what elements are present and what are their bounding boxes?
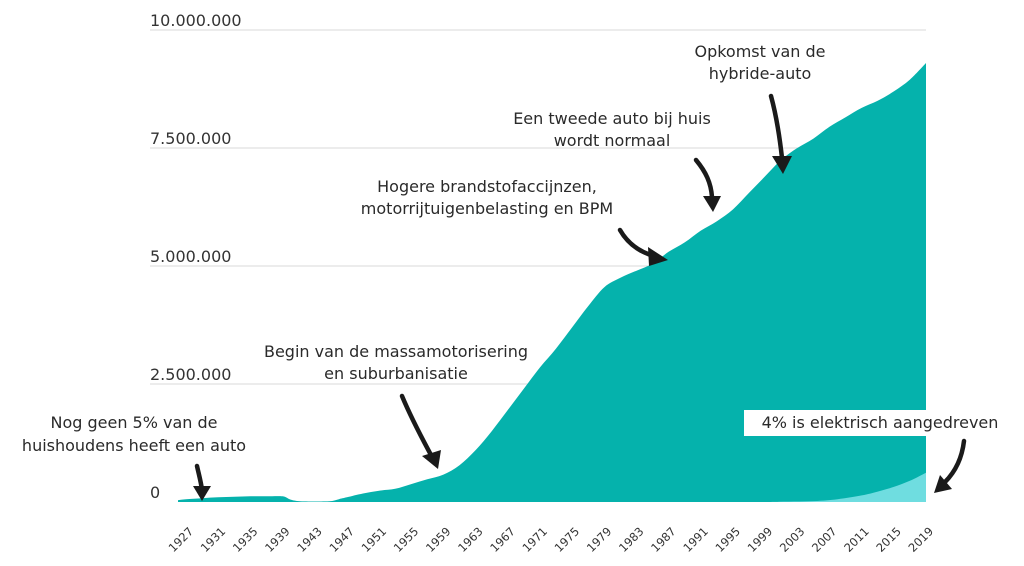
annotation-electric-background [744, 410, 1017, 436]
annotation-mass-line-2: en suburbanisatie [324, 364, 468, 383]
annotation-second-car-line-1: Een tweede auto bij huis [513, 109, 711, 128]
annotation-hybrid-line-1: Opkomst van de [694, 42, 825, 61]
x-tick-label-1967: 1967 [487, 524, 518, 555]
annotation-second-car: Een tweede auto bij huis wordt normaal [513, 109, 721, 212]
svg-text:hybride-auto: hybride-auto [709, 64, 812, 83]
x-tick-label-1991: 1991 [680, 524, 711, 555]
annotation-electric-line-1: 4% is elektrisch aangedreven [762, 413, 999, 432]
x-tick-label-1931: 1931 [198, 524, 229, 555]
x-tick-label-1951: 1951 [359, 524, 390, 555]
area-series [178, 63, 926, 502]
x-tick-label-1979: 1979 [584, 524, 615, 555]
annotation-electric-arrowhead [934, 475, 952, 493]
x-tick-label-1999: 1999 [745, 524, 776, 555]
x-tick-label-1963: 1963 [455, 524, 486, 555]
svg-text:Een tweede auto bij huis: Een tweede auto bij huis [513, 109, 711, 128]
svg-text:4% is elektrisch aangedreven: 4% is elektrisch aangedreven [762, 413, 999, 432]
annotation-hybrid-line-2: hybride-auto [709, 64, 812, 83]
x-tick-label-1943: 1943 [294, 524, 325, 555]
annotation-mass-line-1: Begin van de massamotorisering [264, 342, 528, 361]
x-tick-label-1947: 1947 [326, 524, 357, 555]
x-tick-label-1927: 1927 [166, 524, 197, 555]
x-tick-label-2011: 2011 [841, 524, 872, 555]
y-tick-label-1: 2.500.000 [150, 365, 231, 384]
annotation-hybrid: Opkomst van de hybride-auto [694, 42, 826, 174]
annotation-early-arrowhead [193, 486, 211, 501]
svg-text:en suburbanisatie: en suburbanisatie [324, 364, 468, 383]
x-tick-label-1939: 1939 [262, 524, 293, 555]
x-tick-label-1971: 1971 [519, 524, 550, 555]
annotation-fuel-line-2: motorrijtuigenbelasting en BPM [361, 199, 613, 218]
annotation-fuel-line-1: Hogere brandstofaccijnzen, [377, 177, 597, 196]
annotation-fuel: Hogere brandstofaccijnzen, motorrijtuige… [361, 177, 668, 266]
annotation-second-car-arrow [693, 157, 715, 200]
svg-text:Opkomst van de: Opkomst van de [694, 42, 825, 61]
x-tick-label-1995: 1995 [712, 524, 743, 555]
annotation-hybrid-arrowhead [772, 156, 792, 174]
x-tick-label-1959: 1959 [423, 524, 454, 555]
annotation-mass-arrowhead [422, 450, 441, 469]
annotation-hybrid-arrow [768, 93, 785, 161]
x-tick-label-1983: 1983 [616, 524, 647, 555]
x-tick-label-1987: 1987 [648, 524, 679, 555]
x-tick-label-1955: 1955 [391, 524, 422, 555]
x-tick-label-2003: 2003 [777, 524, 808, 555]
y-tick-label-0: 0 [150, 483, 160, 502]
annotation-early-line-2: huishoudens heeft een auto [22, 436, 246, 455]
annotation-electric-arrow [942, 438, 967, 485]
svg-text:wordt normaal: wordt normaal [554, 131, 671, 150]
svg-text:Nog geen 5% van de: Nog geen 5% van de [50, 413, 217, 432]
x-tick-label-2019: 2019 [906, 524, 937, 555]
y-tick-label-2: 5.000.000 [150, 247, 231, 266]
annotation-second-car-arrowhead [703, 196, 721, 212]
annotation-mass-arrow [399, 393, 434, 458]
svg-text:motorrijtuigenbelasting en BPM: motorrijtuigenbelasting en BPM [361, 199, 613, 218]
x-tick-label-1975: 1975 [552, 524, 583, 555]
svg-text:huishoudens heeft een auto: huishoudens heeft een auto [22, 436, 246, 455]
annotation-early-line-1: Nog geen 5% van de [50, 413, 217, 432]
svg-text:Begin van de massamotorisering: Begin van de massamotorisering [264, 342, 528, 361]
annotation-fuel-arrowhead [648, 247, 668, 266]
y-tick-label-4: 10.000.000 [150, 11, 242, 30]
area-series-total [178, 63, 926, 502]
y-tick-label-3: 7.500.000 [150, 129, 231, 148]
x-axis-tick-labels: 1927 1931 1935 1939 1943 1947 1951 1955 1959 1963… [166, 524, 937, 555]
area-series-electric [178, 472, 926, 502]
x-tick-label-2007: 2007 [809, 524, 840, 555]
annotation-electric: 4% is elektrisch aangedreven [744, 410, 1017, 493]
annotation-early: Nog geen 5% van de huishoudens heeft een… [22, 413, 246, 501]
annotation-second-car-line-2: wordt normaal [554, 131, 671, 150]
x-tick-label-1935: 1935 [230, 524, 261, 555]
x-tick-label-2015: 2015 [873, 524, 904, 555]
y-axis-tick-labels: 0 2.500.000 5.000.000 7.500.000 10.000.000 [150, 11, 242, 502]
annotation-mass: Begin van de massamotorisering en suburb… [264, 342, 528, 469]
svg-text:Hogere brandstofaccijnzen,: Hogere brandstofaccijnzen, [377, 177, 597, 196]
